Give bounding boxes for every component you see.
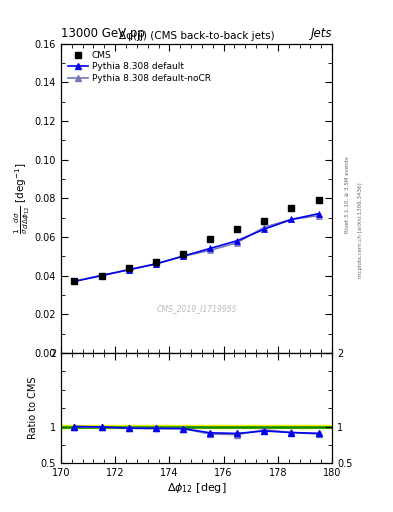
Text: Rivet 3.1.10, ≥ 3.5M events: Rivet 3.1.10, ≥ 3.5M events bbox=[345, 156, 350, 233]
Text: mcplots.cern.ch [arXiv:1306.3436]: mcplots.cern.ch [arXiv:1306.3436] bbox=[358, 183, 363, 278]
Legend: CMS, Pythia 8.308 default, Pythia 8.308 default-noCR: CMS, Pythia 8.308 default, Pythia 8.308 … bbox=[65, 48, 213, 86]
Bar bbox=[61, 424, 332, 429]
Text: 13000 GeV pp: 13000 GeV pp bbox=[61, 27, 145, 40]
Text: Jets: Jets bbox=[310, 27, 332, 40]
Y-axis label: Ratio to CMS: Ratio to CMS bbox=[28, 377, 38, 439]
Title: Δφ(jj) (CMS back-to-back jets): Δφ(jj) (CMS back-to-back jets) bbox=[119, 31, 274, 41]
Text: CMS_2019_I1719955: CMS_2019_I1719955 bbox=[156, 304, 237, 313]
Y-axis label: $\frac{1}{\sigma}\frac{d\sigma}{d\Delta\phi_{12}}$ [deg$^{-1}$]: $\frac{1}{\sigma}\frac{d\sigma}{d\Delta\… bbox=[12, 162, 32, 234]
X-axis label: $\Delta\phi_{12}$ [deg]: $\Delta\phi_{12}$ [deg] bbox=[167, 481, 226, 495]
